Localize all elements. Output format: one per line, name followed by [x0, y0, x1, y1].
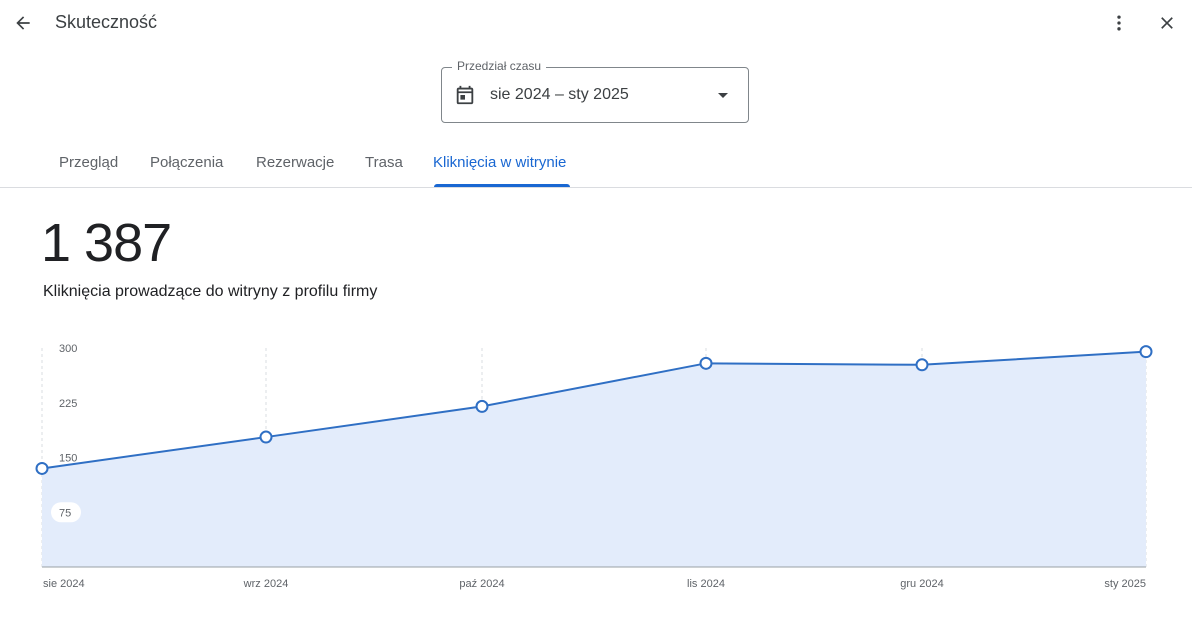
- y-tick-label: 225: [59, 398, 77, 410]
- data-point: [35, 461, 49, 475]
- date-range-legend: Przedział czasu: [452, 59, 547, 73]
- tab-directions[interactable]: Trasa: [365, 154, 403, 171]
- x-tick-label: paź 2024: [459, 578, 504, 590]
- data-point: [1139, 345, 1153, 359]
- dropdown-arrow-icon: [718, 93, 728, 98]
- arrow-back-icon: [16, 16, 30, 30]
- tab-bar: Przegląd Połączenia Rezerwacje Trasa Kli…: [0, 140, 1192, 188]
- close-button[interactable]: [1151, 7, 1183, 39]
- x-tick-label: sty 2025: [1104, 578, 1146, 590]
- more-options-button[interactable]: [1103, 7, 1135, 39]
- y-tick-label: 150: [59, 453, 77, 465]
- y-tick-label: 75: [59, 507, 71, 519]
- back-button[interactable]: [7, 7, 39, 39]
- active-tab-indicator: [434, 184, 570, 187]
- metric-total: 1 387: [41, 213, 172, 273]
- data-point: [915, 358, 929, 372]
- top-app-bar: Skuteczność: [0, 0, 1192, 46]
- data-point: [259, 430, 273, 444]
- series-line: [41, 350, 1147, 470]
- tab-bookings[interactable]: Rezerwacje: [256, 154, 335, 171]
- area-fill: [42, 351, 1146, 567]
- tab-website-clicks[interactable]: Kliknięcia w witrynie: [433, 154, 567, 171]
- website-clicks-chart: 300 225 150 75 sie 2024 wrz 2024 paź 2024 lis 2…: [35, 343, 1153, 590]
- x-tick-label: gru 2024: [900, 578, 943, 590]
- metric-label: Kliknięcia prowadzące do witryny z profi…: [43, 283, 378, 300]
- more-vert-icon: [1117, 15, 1121, 31]
- x-tick-label: sie 2024: [43, 578, 85, 590]
- date-range-value: sie 2024 – sty 2025: [490, 86, 629, 103]
- x-tick-label: lis 2024: [687, 578, 725, 590]
- calendar-icon: [456, 85, 474, 105]
- page-title: Skuteczność: [55, 12, 158, 32]
- y-tick-badge: [51, 502, 81, 523]
- date-range-select[interactable]: Przedział czasu sie 2024 – sty 2025: [441, 59, 749, 123]
- data-point: [475, 399, 489, 413]
- tab-calls[interactable]: Połączenia: [150, 154, 224, 171]
- x-tick-label: wrz 2024: [243, 578, 289, 590]
- close-icon: [1161, 17, 1173, 29]
- data-point: [699, 356, 713, 370]
- tab-overview[interactable]: Przegląd: [59, 154, 119, 171]
- y-tick-label: 300: [59, 343, 77, 355]
